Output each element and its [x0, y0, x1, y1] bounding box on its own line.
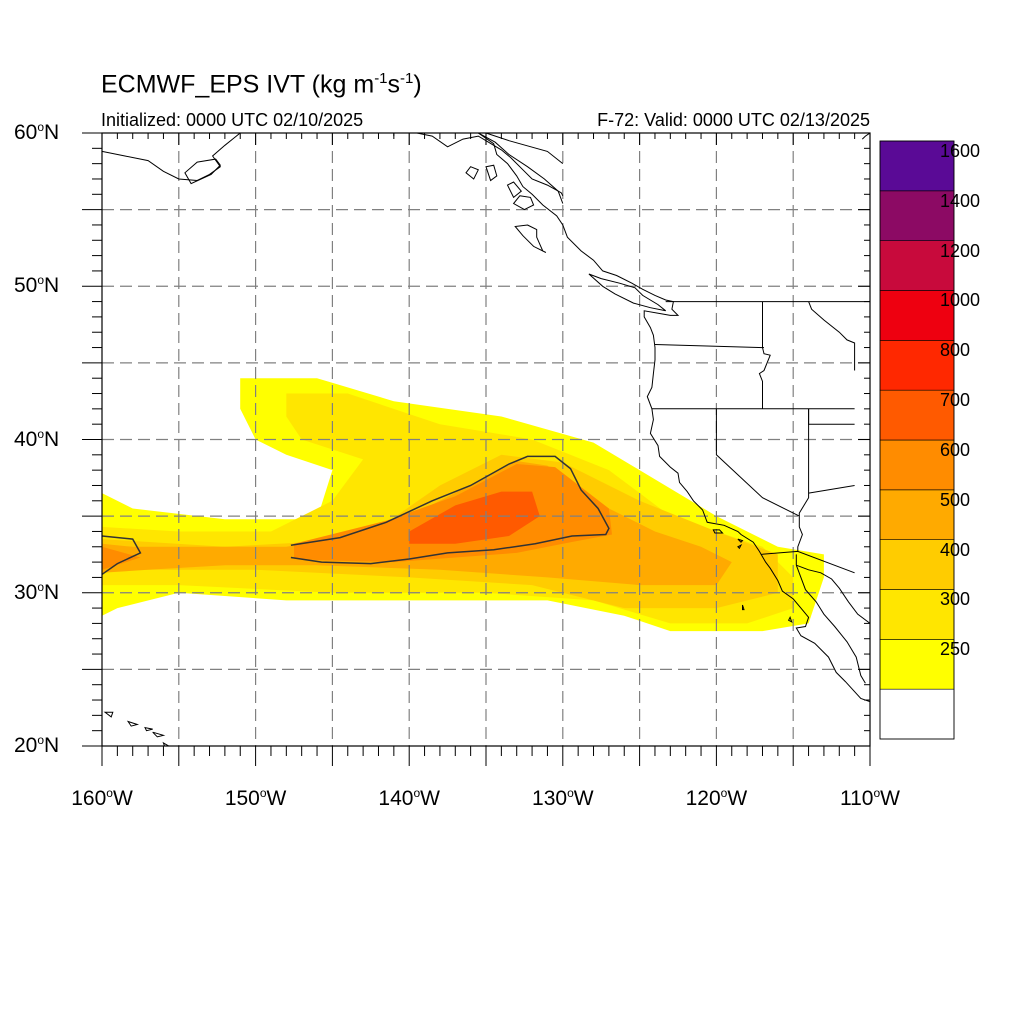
island	[162, 741, 170, 746]
colorbar-label: 800	[940, 340, 971, 361]
island	[485, 164, 498, 182]
colorbar-box	[879, 190, 955, 241]
coastline	[102, 133, 241, 182]
political-border	[758, 301, 771, 409]
colorbar	[879, 140, 955, 740]
island	[512, 195, 535, 211]
axis-ticks	[82, 132, 871, 766]
colorbar-label: 400	[940, 539, 971, 560]
political-border	[808, 301, 856, 371]
political-border	[808, 485, 855, 494]
initialized-time: Initialized: 0000 UTC 02/10/2025	[101, 110, 364, 130]
valid-time: F-72: Valid: 0000 UTC 02/13/2025	[597, 110, 870, 130]
ivt-contour-layer	[102, 455, 610, 576]
political-border	[760, 550, 855, 574]
colorbar-label: 1200	[940, 240, 981, 261]
lon-label: 160oW	[71, 786, 133, 810]
colorbar-frame	[879, 140, 955, 740]
lat-label: 30oN	[14, 579, 60, 604]
colorbar-box	[879, 290, 955, 341]
colorbar-box	[879, 589, 955, 640]
island	[787, 616, 793, 623]
island	[514, 224, 547, 253]
ivt-fill-layer	[102, 378, 824, 632]
colorbar-label: 700	[940, 390, 971, 410]
island	[103, 711, 114, 718]
colorbar-label: 600	[940, 439, 971, 460]
ivt-region	[409, 491, 540, 544]
island	[712, 529, 724, 534]
political-border	[715, 408, 800, 517]
island	[588, 273, 667, 312]
island	[144, 726, 153, 732]
lon-label: 110oW	[840, 786, 900, 810]
colorbar-box	[879, 389, 955, 441]
colorbar-label: 1600	[940, 140, 981, 161]
colorbar-label: 1000	[940, 290, 981, 311]
island	[465, 166, 479, 180]
colorbar-box	[879, 439, 955, 491]
colorbar-box	[879, 688, 955, 740]
lat-label: 50oN	[14, 273, 60, 298]
colorbar-box	[879, 140, 955, 192]
ivt-region	[102, 546, 141, 570]
coastline	[795, 565, 866, 684]
geography-layer	[102, 133, 870, 746]
lat-label: 40oN	[14, 426, 60, 451]
lat-label: 60oN	[14, 120, 60, 144]
coastline	[485, 133, 564, 164]
graticule	[102, 133, 870, 746]
colorbar-label: 250	[940, 639, 971, 660]
colorbar-box	[879, 340, 955, 391]
map-title: ECMWF_EPS IVT (kg m-1s-1)	[101, 70, 422, 99]
island	[506, 181, 523, 199]
colorbar-label: 1400	[940, 190, 981, 211]
ivt-contour	[102, 535, 142, 576]
island	[184, 158, 221, 185]
political-border	[808, 408, 855, 425]
lon-label: 120oW	[685, 786, 748, 810]
island	[152, 731, 166, 738]
colorbar-box	[879, 639, 955, 690]
political-border	[654, 344, 765, 349]
lon-label: 150oW	[224, 786, 287, 810]
island	[742, 604, 745, 611]
political-border	[416, 133, 564, 197]
island	[737, 538, 744, 543]
coastline	[478, 133, 870, 703]
lon-label: 130oW	[532, 786, 594, 810]
coastline	[796, 564, 870, 624]
ivt-contour	[290, 455, 610, 565]
coastline	[861, 133, 870, 140]
island	[126, 720, 140, 727]
colorbar-label: 500	[940, 489, 971, 510]
colorbar-label: 300	[940, 589, 971, 610]
political-border	[797, 408, 810, 552]
lon-label: 140oW	[378, 786, 440, 810]
lat-label: 20oN	[14, 733, 60, 757]
island	[737, 544, 743, 550]
